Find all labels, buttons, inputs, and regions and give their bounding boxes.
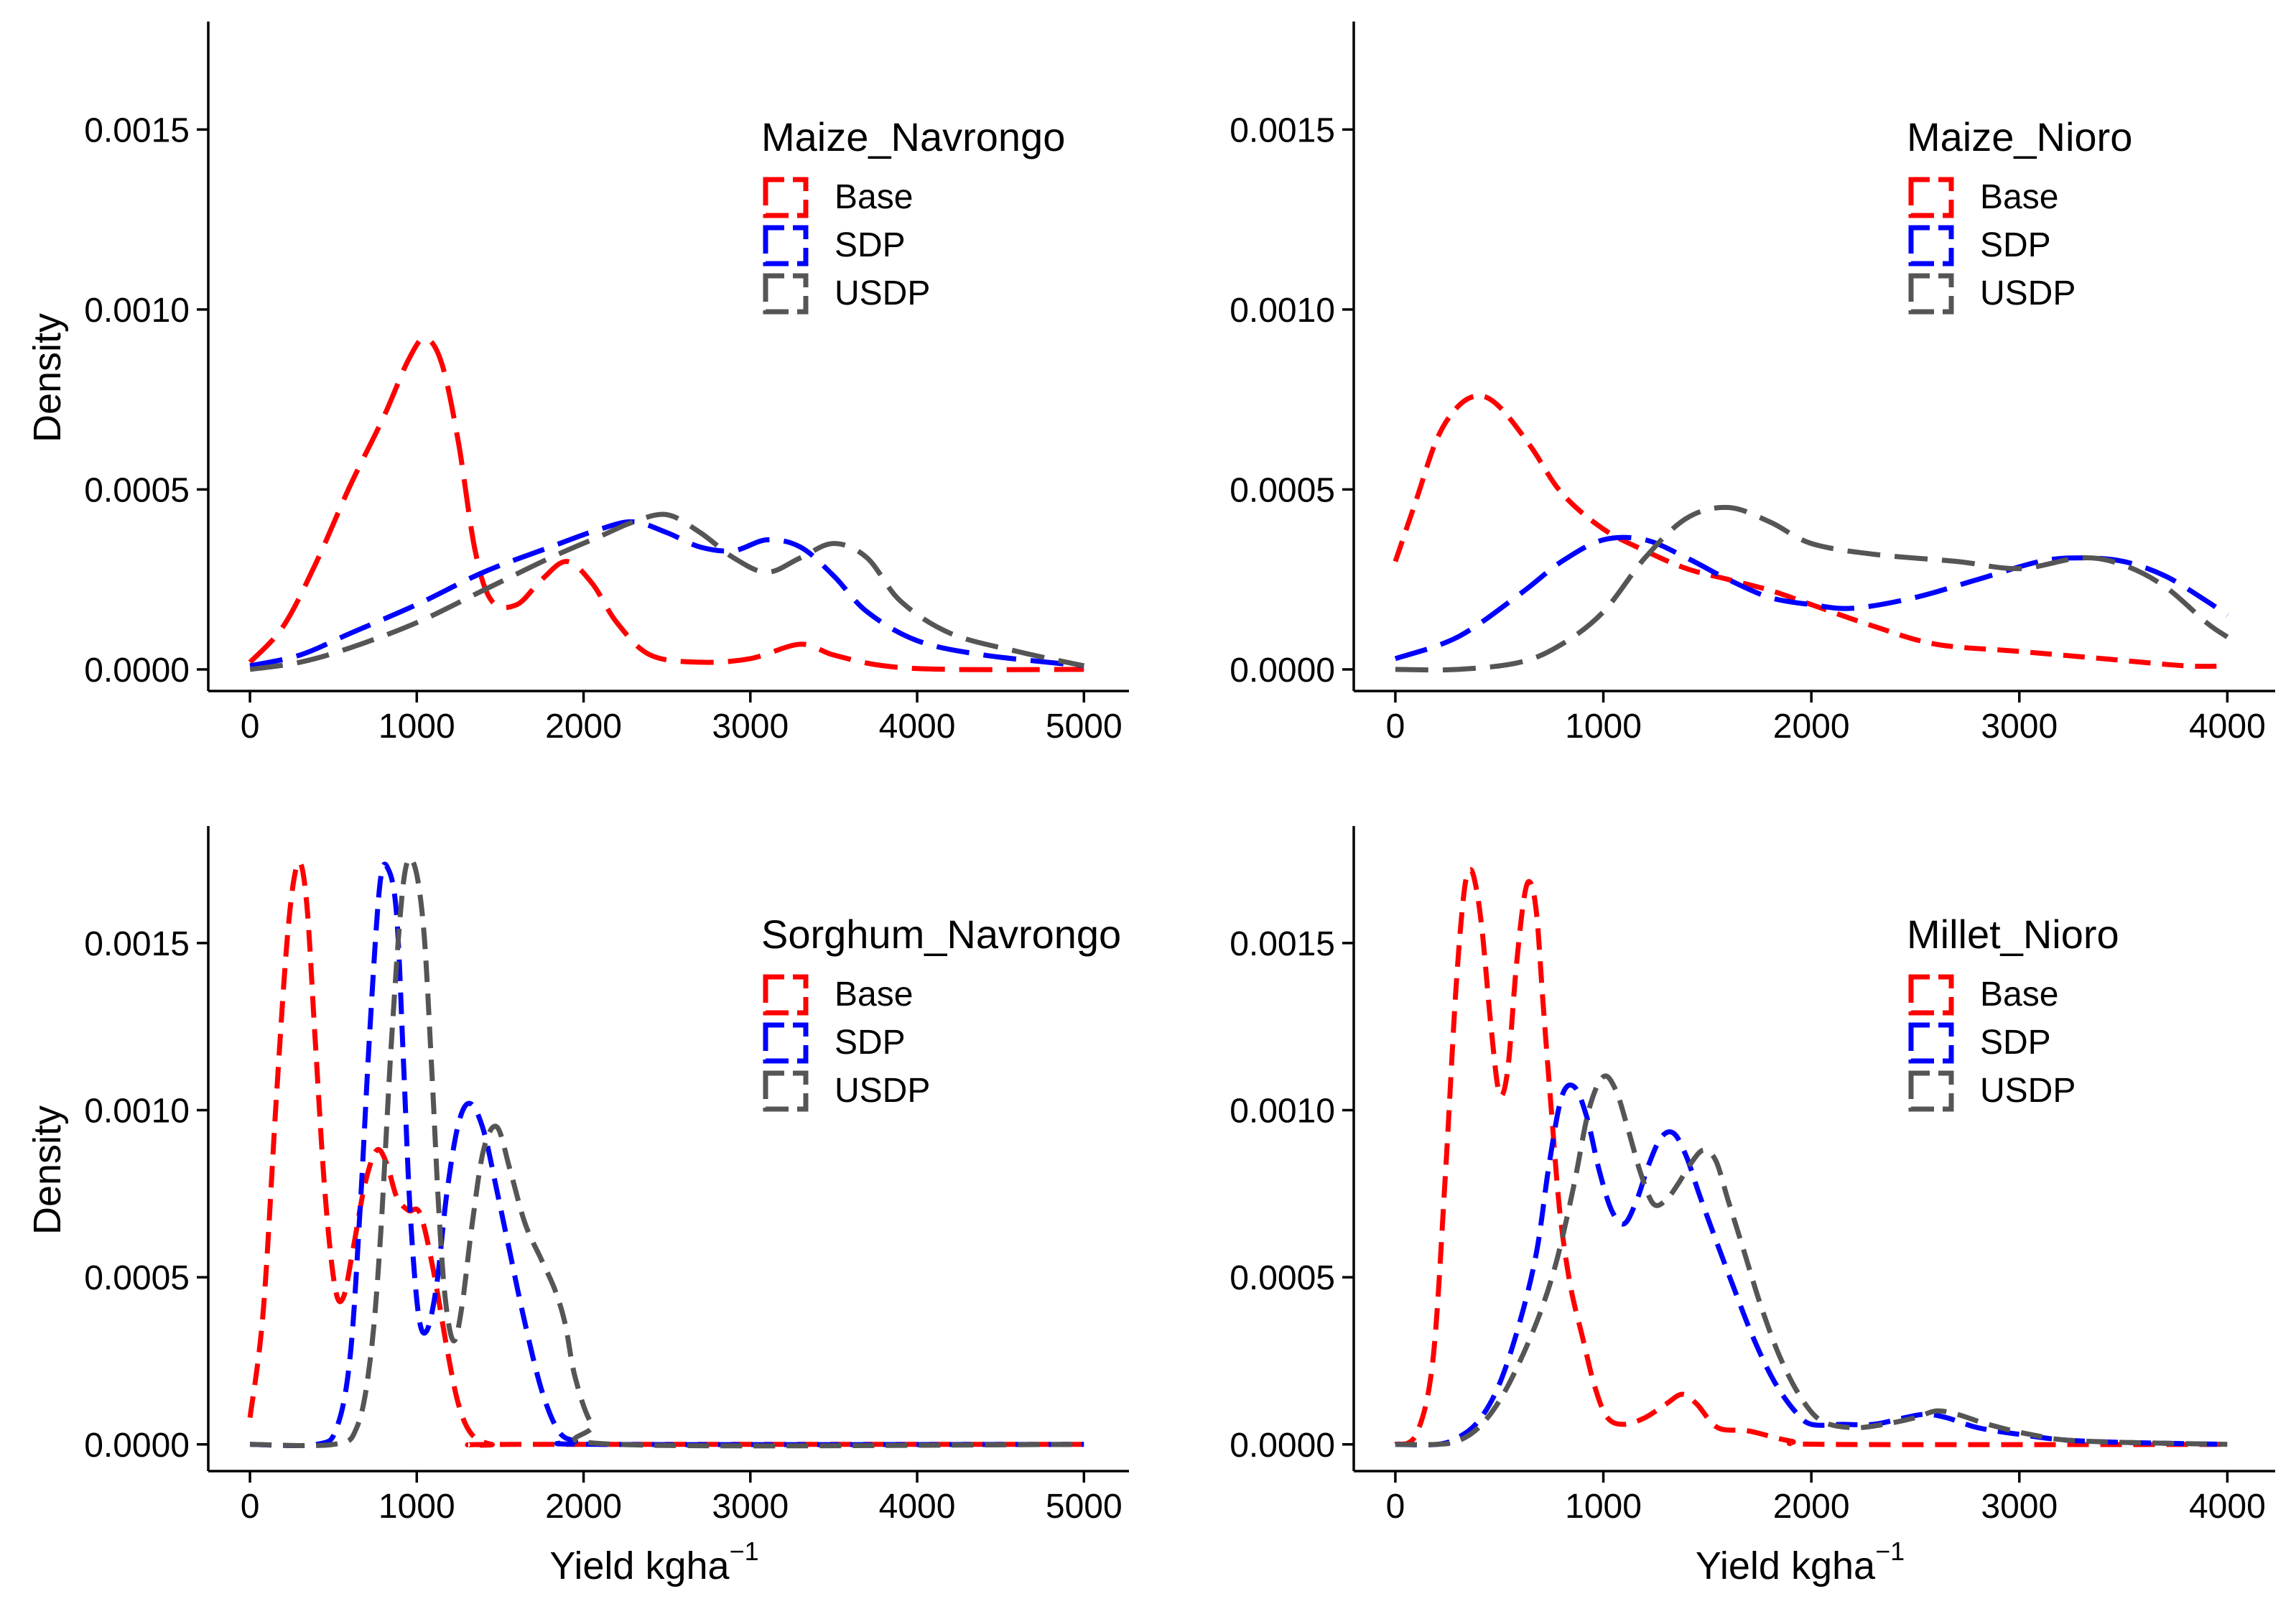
legend: Base SDP USDP (1908, 974, 2076, 1112)
series-line-usdp (1395, 504, 2229, 673)
legend-title: Millet_Nioro (1907, 912, 2119, 957)
legend: Base SDP USDP (763, 177, 930, 315)
legend: Base SDP USDP (1908, 177, 2076, 315)
y-tick-label: 0.0015 (1230, 111, 1335, 149)
series-line-sdp (249, 519, 1084, 669)
x-axis-title-superscript: −1 (730, 1536, 759, 1566)
legend-key-sdp (1908, 1022, 1954, 1064)
x-tick-label: 2000 (545, 1488, 622, 1526)
x-tick-label: 5000 (1046, 708, 1123, 746)
legend-key-usdp (1908, 273, 1954, 315)
series-line-usdp (1395, 1073, 2228, 1447)
series-line-usdp (249, 511, 1085, 672)
x-tick-label: 2000 (1773, 708, 1850, 746)
y-tick-label: 0.0005 (1230, 1259, 1335, 1297)
panel-sorghum-navrongo: 0.0000 0.0005 0.0010 0.0015 0 1000 2000 3000 400… (26, 826, 1129, 1587)
legend-label-sdp: SDP (835, 1024, 906, 1062)
y-tick-label: 0.0010 (84, 292, 190, 330)
series-line-sdp (1394, 534, 2229, 662)
legend-label-usdp: USDP (835, 1072, 930, 1110)
legend-key-sdp (1908, 225, 1954, 266)
legend-key-sdp (763, 1022, 809, 1064)
series-line-base (1393, 393, 2228, 669)
x-tick-label: 5000 (1046, 1488, 1123, 1526)
x-tick-label: 1000 (378, 1488, 455, 1526)
x-tick-label: 4000 (879, 708, 956, 746)
legend-key-base (763, 974, 809, 1016)
legend-key-base (1908, 177, 1954, 218)
x-tick-label: 3000 (1981, 1488, 2058, 1526)
x-tick-label: 0 (241, 708, 260, 746)
legend-key-usdp (763, 273, 809, 315)
x-tick-label: 0 (241, 1488, 260, 1526)
x-axis-title: Yield kgha−1 (1696, 1536, 1905, 1587)
legend-label-sdp: SDP (1980, 226, 2051, 264)
series-line-sdp (1395, 1083, 2228, 1447)
y-tick-label: 0.0000 (84, 1427, 190, 1465)
y-tick-label: 0.0000 (84, 652, 190, 690)
series-line-base (1394, 867, 2228, 1447)
legend-label-base: Base (835, 975, 913, 1014)
x-axis-title-superscript: −1 (1875, 1536, 1905, 1566)
x-tick-label: 1000 (1565, 1488, 1642, 1526)
y-tick-label: 0.0015 (84, 111, 190, 149)
legend-label-base: Base (1980, 975, 2058, 1014)
y-tick-label: 0.0005 (84, 1259, 190, 1297)
y-tick-label: 0.0015 (1230, 925, 1335, 963)
legend-label-sdp: SDP (835, 226, 906, 264)
panel-millet-nioro: 0.0000 0.0005 0.0010 0.0015 0 1000 2000 3000 400… (1230, 826, 2275, 1587)
x-tick-label: 0 (1386, 708, 1405, 746)
y-tick-label: 0.0010 (1230, 1092, 1335, 1130)
y-tick-label: 0.0000 (1230, 1427, 1335, 1465)
x-tick-label: 4000 (2189, 1488, 2266, 1526)
legend-key-usdp (1908, 1070, 1954, 1112)
x-tick-label: 3000 (1981, 708, 2058, 746)
series-line-base (248, 335, 1084, 672)
legend-label-usdp: USDP (1980, 274, 2076, 312)
x-tick-label: 2000 (1773, 1488, 1850, 1526)
legend-key-usdp (763, 1070, 809, 1112)
y-tick-label: 0.0015 (84, 925, 190, 963)
legend-title: Maize_Nioro (1907, 114, 2132, 159)
legend-label-sdp: SDP (1980, 1024, 2051, 1062)
y-tick-label: 0.0010 (1230, 292, 1335, 330)
legend-label-usdp: USDP (1980, 1072, 2076, 1110)
legend-label-usdp: USDP (835, 274, 930, 312)
legend: Base SDP USDP (763, 974, 930, 1112)
x-tick-label: 4000 (879, 1488, 956, 1526)
panel-maize-nioro: 0.0000 0.0005 0.0010 0.0015 0 1000 2000 3000 400… (1230, 22, 2275, 746)
y-axis-title: Density (26, 313, 69, 442)
x-axis-title-text: Yield kgha (1696, 1544, 1876, 1587)
x-tick-label: 3000 (712, 708, 789, 746)
y-tick-label: 0.0005 (84, 471, 190, 509)
x-tick-label: 3000 (712, 1488, 789, 1526)
series-line-base (247, 859, 1084, 1448)
legend-label-base: Base (1980, 178, 2058, 216)
panel-maize-navrongo: 0.0000 0.0005 0.0010 0.0015 0 1000 2000 3000 400… (26, 22, 1129, 746)
legend-label-base: Base (835, 178, 913, 216)
y-axis-title: Density (26, 1105, 69, 1235)
legend-key-base (763, 177, 809, 218)
x-tick-label: 4000 (2189, 708, 2266, 746)
legend-key-base (1908, 974, 1954, 1016)
x-tick-label: 1000 (1565, 708, 1642, 746)
x-tick-label: 0 (1386, 1488, 1405, 1526)
x-tick-label: 1000 (378, 708, 455, 746)
x-tick-label: 2000 (545, 708, 622, 746)
y-tick-label: 0.0000 (1230, 652, 1335, 690)
series-line-sdp (250, 861, 1084, 1449)
legend-key-sdp (763, 225, 809, 266)
x-axis-title: Yield kgha−1 (549, 1536, 758, 1587)
series-line-usdp (250, 856, 1084, 1449)
legend-title: Sorghum_Navrongo (761, 912, 1121, 957)
y-tick-label: 0.0010 (84, 1092, 190, 1130)
y-tick-label: 0.0005 (1230, 471, 1335, 509)
legend-title: Maize_Navrongo (761, 114, 1065, 159)
x-axis-title-text: Yield kgha (549, 1544, 730, 1587)
